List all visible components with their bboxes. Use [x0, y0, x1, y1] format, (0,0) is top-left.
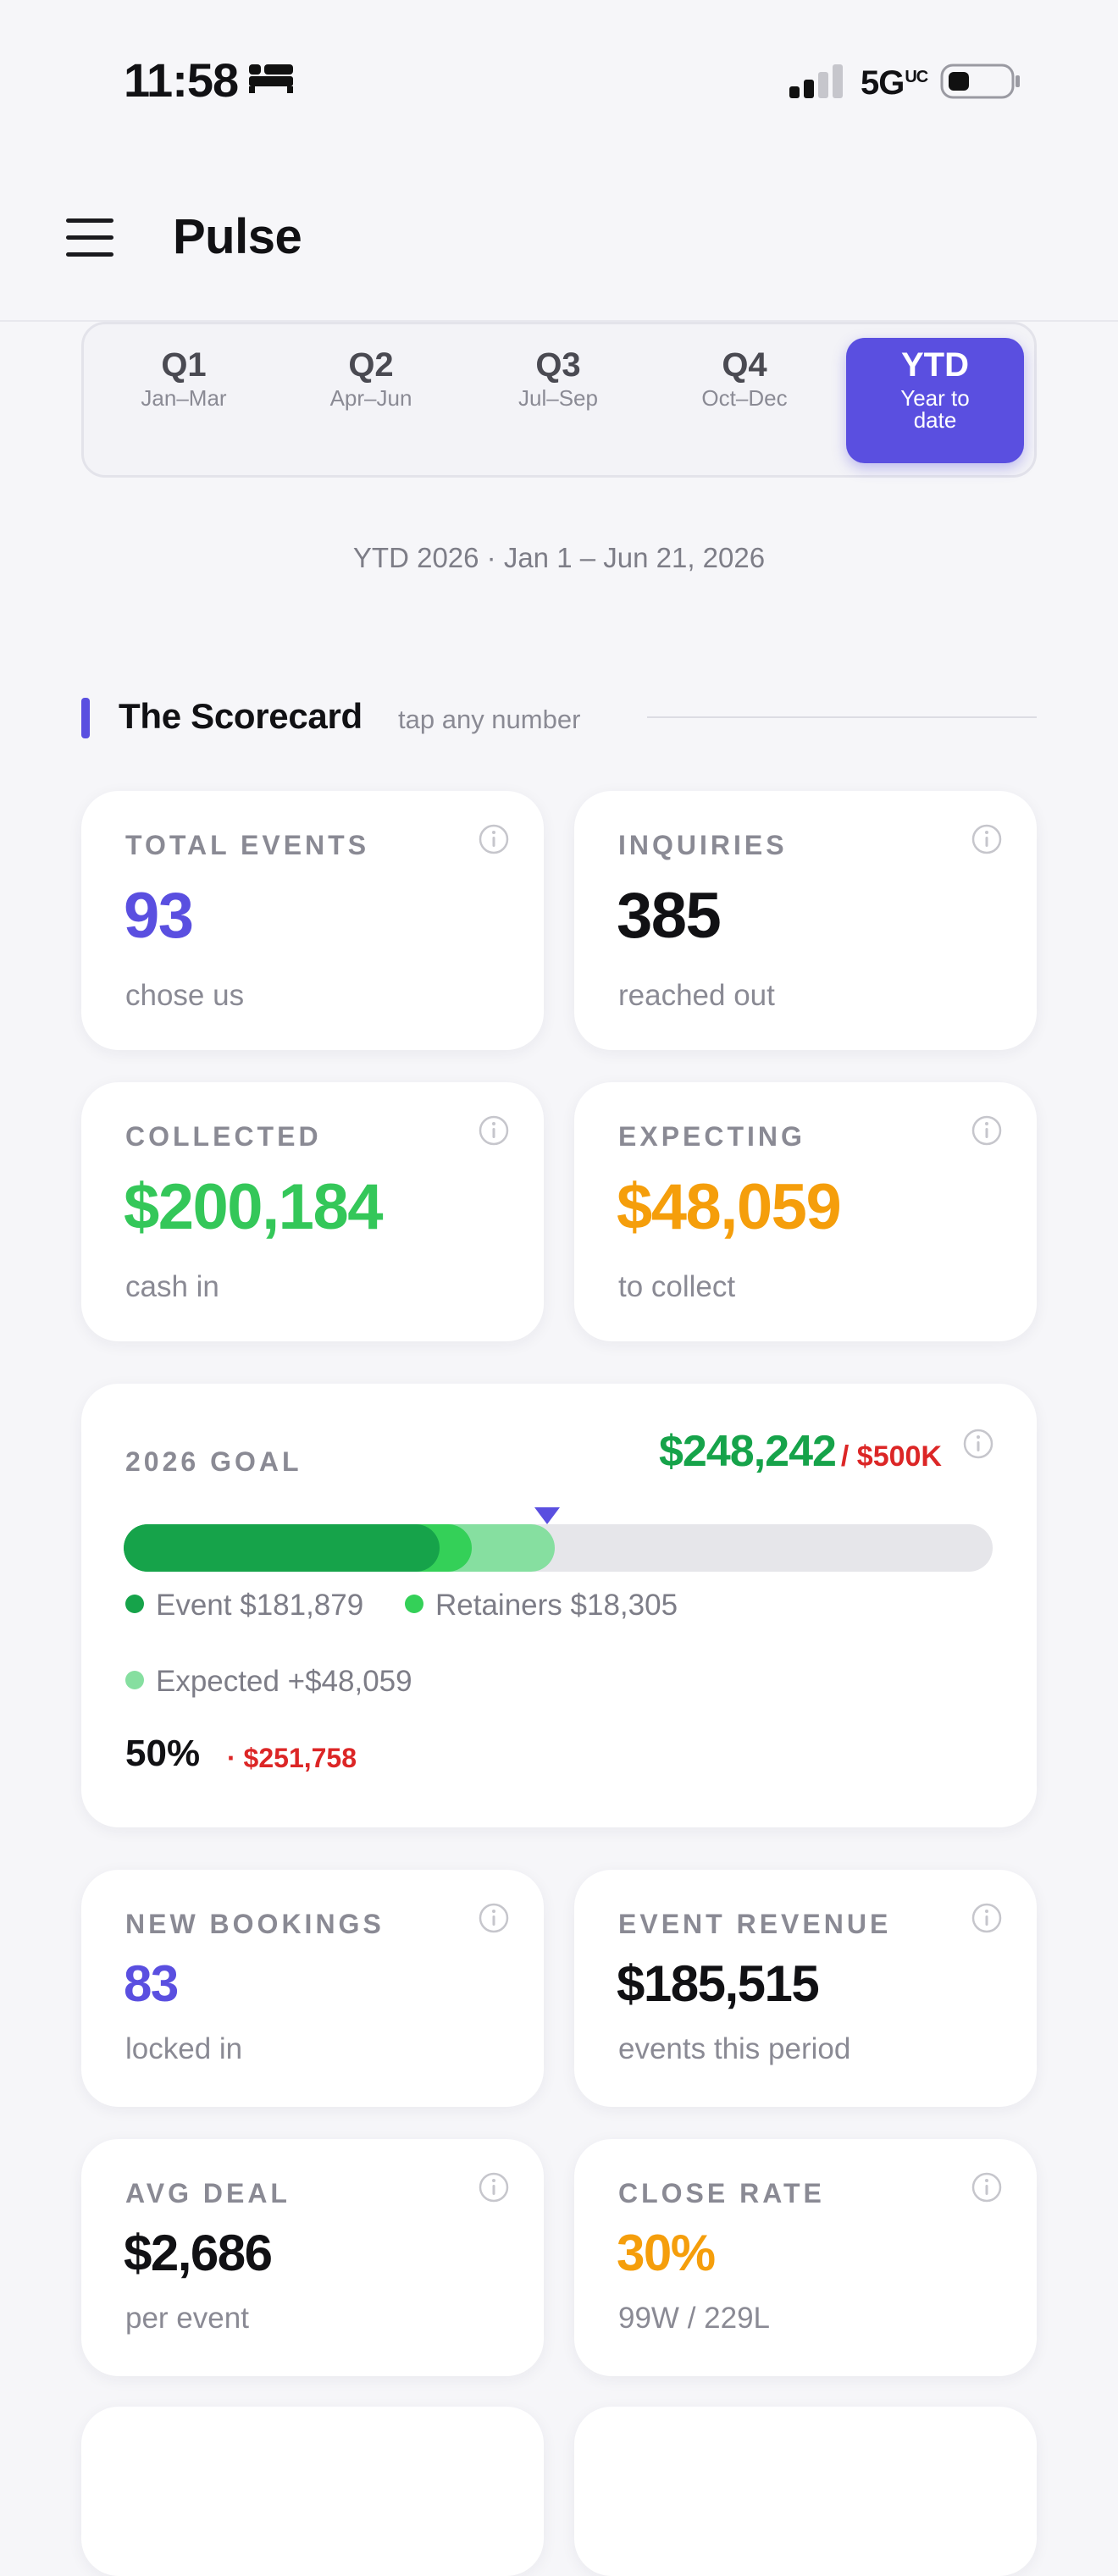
period-range-label: YTD 2026 · Jan 1 – Jun 21, 2026 — [352, 542, 766, 573]
card-next-row-right[interactable] — [574, 2407, 1037, 2576]
card-new-bookings[interactable]: NEW BOOKINGS 83 locked in — [81, 1870, 544, 2107]
legend-event: Event $181,879 — [125, 1589, 363, 1622]
tab-q2[interactable]: Q2 Apr–Jun — [329, 346, 412, 411]
status-time: 11:58 — [124, 53, 239, 107]
total-events-value: 93 — [124, 880, 194, 952]
progress-fill-event — [124, 1524, 440, 1572]
section-divider — [647, 716, 1037, 718]
info-icon[interactable] — [478, 823, 510, 855]
new-bookings-value: 83 — [124, 1955, 179, 2012]
info-icon[interactable] — [971, 823, 1003, 855]
battery-icon — [940, 64, 1020, 99]
collected-value: $200,184 — [124, 1171, 384, 1243]
status-bar: 11:58 5GUC — [0, 0, 1118, 161]
inquiries-value: 385 — [617, 880, 722, 952]
card-inquiries[interactable]: INQUIRIES 385 reached out — [574, 791, 1037, 1050]
info-icon[interactable] — [962, 1428, 994, 1460]
goal-target-value: / $500K — [840, 1440, 942, 1473]
close-rate-value: 30% — [617, 2225, 716, 2281]
expecting-value: $48,059 — [617, 1171, 842, 1243]
goal-remaining: · $251,758 — [227, 1743, 357, 1773]
card-annual-goal[interactable]: 2026 GOAL $248,242/ $500K Event $181,879… — [81, 1384, 1037, 1827]
legend-retainers: Retainers $18,305 — [405, 1589, 678, 1622]
goal-progress-bar — [124, 1524, 993, 1572]
tab-q3[interactable]: Q3 Jul–Sep — [518, 346, 598, 411]
section-title: The Scorecard — [119, 696, 363, 736]
tab-ytd[interactable]: YTD Year to date — [846, 338, 1024, 463]
card-expecting[interactable]: EXPECTING $48,059 to collect — [574, 1082, 1037, 1341]
section-hint: tap any number — [398, 705, 581, 734]
goal-pace-marker — [534, 1507, 561, 1524]
goal-percent: 50% — [125, 1733, 201, 1774]
info-icon[interactable] — [971, 2171, 1003, 2203]
bed-icon — [249, 64, 293, 93]
network-indicator: 5GUC — [861, 64, 928, 102]
card-next-row-left[interactable] — [81, 2407, 544, 2576]
info-icon[interactable] — [478, 1902, 510, 1934]
info-icon[interactable] — [478, 1114, 510, 1147]
legend-expected: Expected +$48,059 — [125, 1665, 412, 1699]
info-icon[interactable] — [971, 1114, 1003, 1147]
card-total-events[interactable]: TOTAL EVENTS 93 chose us — [81, 791, 544, 1050]
event-revenue-value: $185,515 — [617, 1955, 820, 2012]
goal-amount: $248,242/ $500K — [659, 1426, 942, 1477]
section-accent-bar — [81, 698, 90, 738]
info-icon[interactable] — [478, 2171, 510, 2203]
app-title: Pulse — [173, 209, 302, 264]
signal-icon — [789, 64, 843, 98]
goal-current-value: $248,242 — [659, 1427, 837, 1476]
goal-label: 2026 GOAL — [125, 1446, 302, 1477]
avg-deal-value: $2,686 — [124, 2225, 273, 2281]
card-event-revenue[interactable]: EVENT REVENUE $185,515 events this perio… — [574, 1870, 1037, 2107]
card-avg-deal[interactable]: AVG DEAL $2,686 per event — [81, 2139, 544, 2376]
app-header: Pulse — [0, 161, 1118, 322]
tab-q1[interactable]: Q1 Jan–Mar — [141, 346, 227, 411]
card-collected[interactable]: COLLECTED $200,184 cash in — [81, 1082, 544, 1341]
hamburger-menu-icon[interactable] — [66, 215, 117, 259]
period-selector: Q1 Jan–Mar Q2 Apr–Jun Q3 Jul–Sep Q4 Oct–… — [81, 322, 1037, 478]
section-header: The Scorecard tap any number — [81, 694, 1037, 742]
card-close-rate[interactable]: CLOSE RATE 30% 99W / 229L — [574, 2139, 1037, 2376]
tab-q4[interactable]: Q4 Oct–Dec — [701, 346, 788, 411]
info-icon[interactable] — [971, 1902, 1003, 1934]
